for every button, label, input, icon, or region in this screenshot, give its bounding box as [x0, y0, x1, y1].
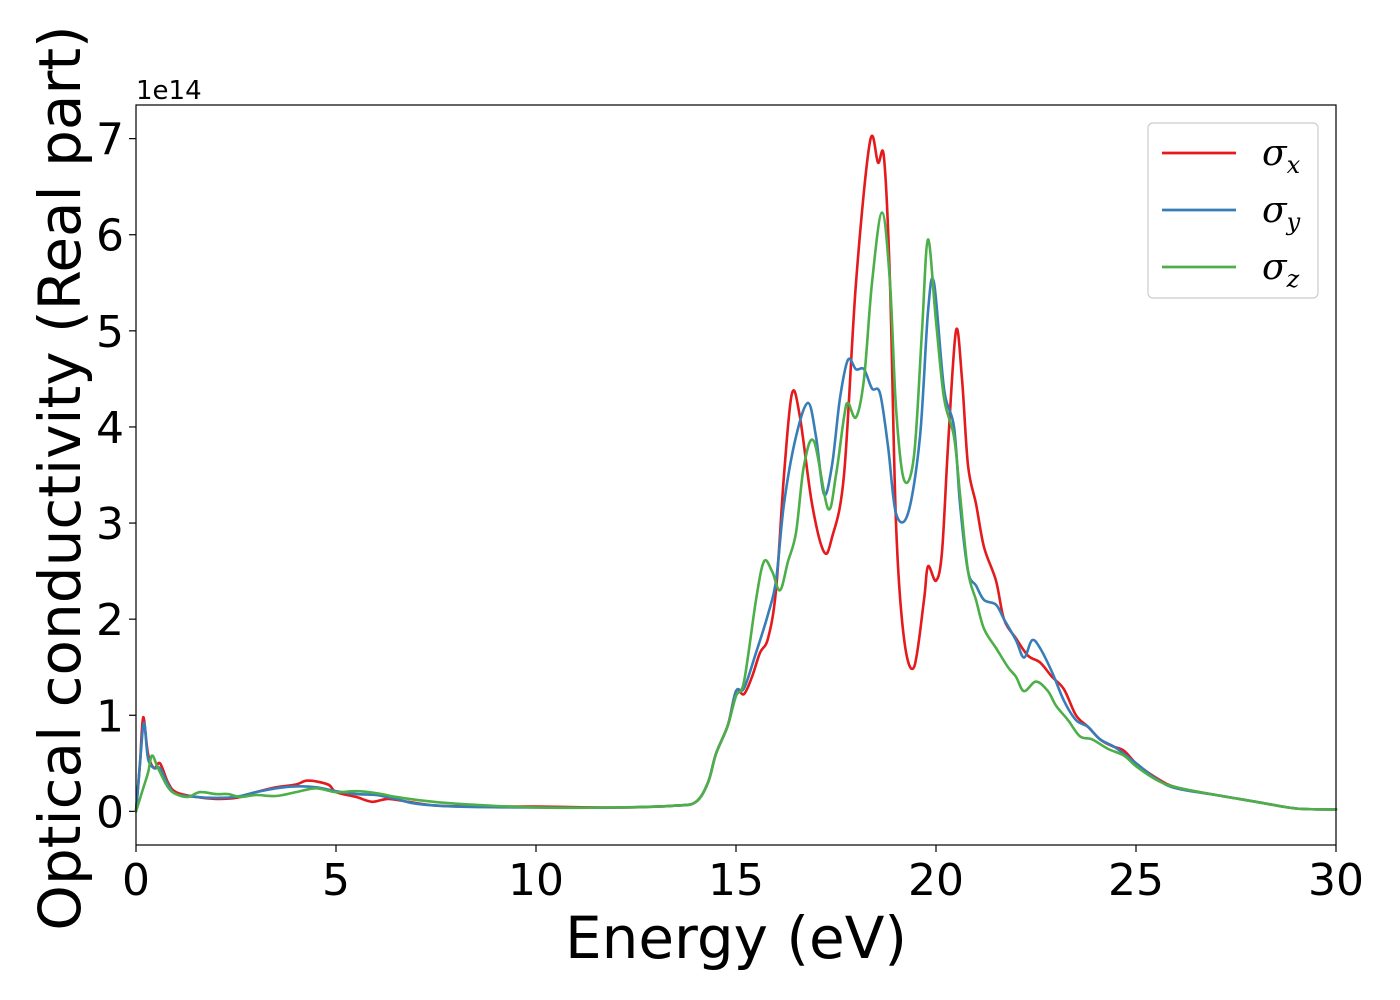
axis-ticks: 0 5 10 15 20 25 30 0 1 2 3 4 5 6 7 [96, 115, 1364, 906]
x-tick-label: 25 [1108, 855, 1164, 906]
y-tick-label: 3 [96, 499, 124, 550]
legend-entries: σx σy σz [1162, 133, 1301, 293]
x-tick-label: 10 [508, 855, 564, 906]
legend-label-z: σz [1262, 247, 1300, 293]
legend-label-x: σx [1262, 133, 1301, 179]
x-tick-label: 15 [708, 855, 764, 906]
y-axis-title: Optical conductivity (Real part) [26, 25, 94, 930]
y-tick-label: 7 [96, 115, 124, 166]
series-line-y [134, 277, 1338, 813]
y-tick-label: 0 [96, 787, 124, 838]
y-tick-label: 4 [96, 403, 124, 454]
series-layer [134, 134, 1338, 813]
x-axis-title: Energy (eV) [565, 904, 907, 972]
y-tick-label: 6 [96, 211, 124, 262]
x-tick-label: 0 [122, 855, 150, 906]
x-tick-label: 5 [322, 855, 350, 906]
legend: σx σy σz [1147, 122, 1319, 299]
legend-label-y: σy [1262, 190, 1301, 236]
x-tick-label: 30 [1308, 855, 1364, 906]
series-line-x [134, 134, 1338, 813]
plot-frame [135, 104, 1337, 846]
y-tick-label: 2 [96, 595, 124, 646]
y-tick-label: 5 [96, 307, 124, 358]
y-offset-label: 1e14 [136, 76, 202, 106]
series-line-z [134, 211, 1338, 813]
y-tick-label: 1 [96, 691, 124, 742]
x-tick-label: 20 [908, 855, 964, 906]
